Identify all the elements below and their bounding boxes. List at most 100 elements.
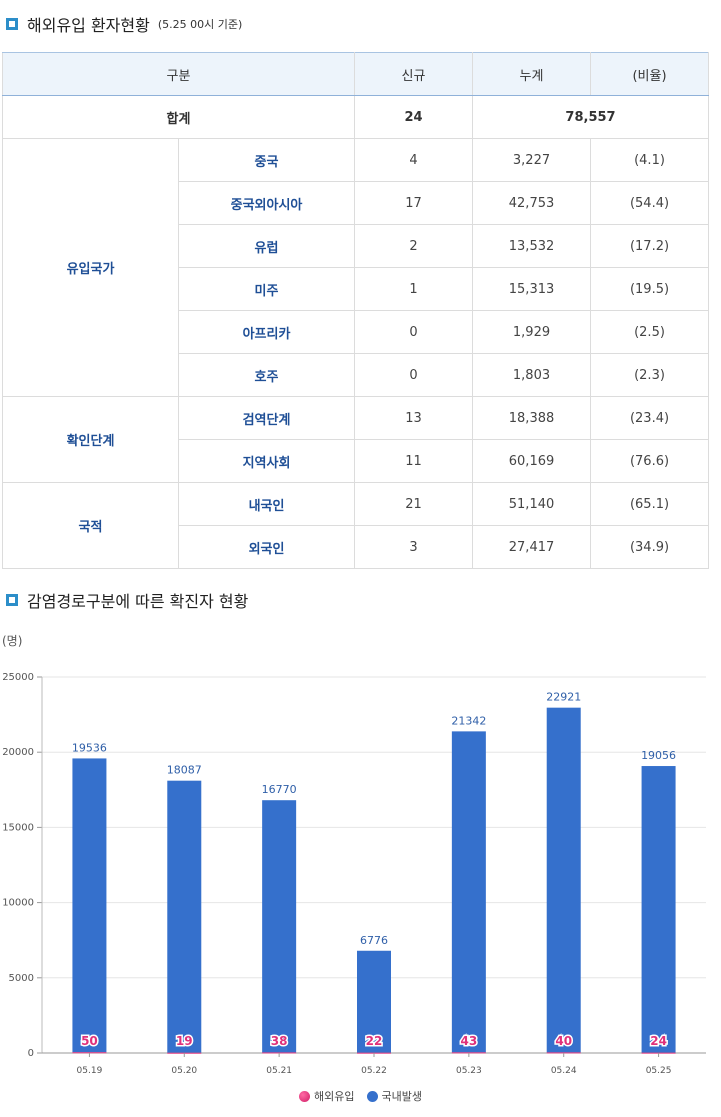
row-cumulative: 13,532 bbox=[472, 224, 592, 268]
row-label: 호주 bbox=[177, 353, 356, 397]
data-label-domestic: 19536 bbox=[72, 741, 107, 754]
table-row: 확인단계 검역단계 13 18,388 (23.4) bbox=[2, 396, 710, 483]
data-label-imported: 43 bbox=[461, 1034, 478, 1048]
square-bullet-icon bbox=[6, 594, 18, 606]
data-label-imported: 38 bbox=[271, 1034, 288, 1048]
data-label-domestic: 16770 bbox=[262, 783, 297, 796]
row-cumulative: 27,417 bbox=[472, 525, 592, 569]
x-tick-label: 05.24 bbox=[551, 1066, 577, 1076]
row-new: 13 bbox=[354, 396, 474, 440]
row-ratio: (2.5) bbox=[590, 310, 710, 354]
row-label: 미주 bbox=[177, 267, 356, 311]
table-row: 호주 0 1,803 (2.3) bbox=[3, 353, 710, 397]
row-label: 유럽 bbox=[177, 224, 356, 268]
square-bullet-icon bbox=[6, 18, 18, 30]
row-new: 21 bbox=[354, 482, 474, 526]
x-tick-label: 05.21 bbox=[266, 1066, 292, 1076]
row-ratio: (65.1) bbox=[590, 482, 710, 526]
row-cumulative: 3,227 bbox=[472, 138, 592, 182]
bar-domestic bbox=[451, 731, 486, 1053]
row-ratio: (76.6) bbox=[590, 439, 710, 483]
row-cumulative: 18,388 bbox=[472, 396, 592, 440]
row-cumulative: 42,753 bbox=[472, 181, 592, 225]
row-label: 지역사회 bbox=[177, 439, 356, 483]
row-new: 2 bbox=[354, 224, 474, 268]
row-new: 1 bbox=[354, 267, 474, 311]
data-label-imported: 22 bbox=[366, 1034, 383, 1048]
data-label-domestic: 19056 bbox=[641, 749, 676, 762]
y-tick-label: 0 bbox=[28, 1048, 34, 1059]
row-new: 3 bbox=[354, 525, 474, 569]
bar-domestic bbox=[72, 758, 107, 1053]
legend-label: 해외유입 bbox=[314, 1090, 355, 1103]
row-label: 중국외아시아 bbox=[177, 181, 356, 225]
row-label: 내국인 bbox=[177, 482, 356, 526]
data-label-imported: 40 bbox=[555, 1034, 572, 1048]
x-tick-label: 05.25 bbox=[646, 1066, 672, 1076]
total-cumulative: 78,557 bbox=[472, 95, 710, 139]
table-row: 지역사회 11 60,169 (76.6) bbox=[3, 439, 710, 483]
y-axis-unit-label: (명) bbox=[2, 634, 22, 648]
section-subtitle: (5.25 00시 기준) bbox=[157, 18, 243, 31]
data-label-domestic: 22921 bbox=[546, 691, 581, 704]
row-ratio: (19.5) bbox=[590, 267, 710, 311]
data-label-domestic: 18087 bbox=[167, 764, 202, 777]
section-title-text: 감염경로구분에 따른 확진자 현황 bbox=[27, 592, 249, 611]
y-tick-label: 20000 bbox=[2, 747, 34, 758]
row-ratio: (54.4) bbox=[590, 181, 710, 225]
row-ratio: (2.3) bbox=[590, 353, 710, 397]
group-label: 유입국가 bbox=[2, 138, 179, 397]
row-ratio: (17.2) bbox=[590, 224, 710, 268]
row-new: 0 bbox=[354, 310, 474, 354]
bar-domestic bbox=[167, 780, 202, 1053]
header-ratio: (비율) bbox=[590, 52, 710, 96]
imported-cases-table: 구분 신규 누계 (비율) 합계 24 78,557 유입국가 중국 4 3,227(… bbox=[1, 52, 710, 569]
row-cumulative: 1,803 bbox=[472, 353, 592, 397]
x-tick-label: 05.22 bbox=[361, 1066, 387, 1076]
row-new: 11 bbox=[354, 439, 474, 483]
bar-domestic bbox=[357, 950, 391, 1053]
y-tick-label: 25000 bbox=[2, 672, 34, 683]
row-new: 17 bbox=[354, 181, 474, 225]
row-ratio: (23.4) bbox=[590, 396, 710, 440]
table-row: 중국외아시아 17 42,753 (54.4) bbox=[3, 181, 710, 225]
row-cumulative: 1,929 bbox=[472, 310, 592, 354]
row-label: 중국 bbox=[177, 138, 356, 182]
row-new: 0 bbox=[354, 353, 474, 397]
row-ratio: (4.1) bbox=[590, 138, 710, 182]
data-label-imported: 50 bbox=[81, 1034, 98, 1048]
header-category: 구분 bbox=[1, 52, 356, 96]
row-label: 검역단계 bbox=[177, 396, 356, 440]
x-tick-label: 05.23 bbox=[456, 1066, 482, 1076]
table-header-row: 구분 신규 누계 (비율) bbox=[1, 52, 710, 96]
total-label: 합계 bbox=[1, 95, 356, 139]
group-label: 국적 bbox=[2, 482, 179, 569]
header-new: 신규 bbox=[354, 52, 474, 96]
table-row: 유럽 2 13,532 (17.2) bbox=[3, 224, 710, 268]
bar-imported bbox=[546, 1052, 581, 1054]
data-label-imported: 24 bbox=[650, 1034, 667, 1048]
bar-domestic bbox=[546, 707, 581, 1053]
chart-legend: 해외유입 국내발생 bbox=[0, 1088, 721, 1104]
bar-domestic bbox=[641, 766, 676, 1053]
row-label: 외국인 bbox=[177, 525, 356, 569]
legend-swatch-icon bbox=[299, 1090, 311, 1102]
row-cumulative: 15,313 bbox=[472, 267, 592, 311]
row-ratio: (34.9) bbox=[590, 525, 710, 569]
x-tick-label: 05.20 bbox=[171, 1066, 197, 1076]
row-cumulative: 60,169 bbox=[472, 439, 592, 483]
total-new: 24 bbox=[354, 95, 474, 139]
bar-imported bbox=[451, 1052, 486, 1054]
legend-label: 국내발생 bbox=[381, 1090, 422, 1103]
data-label-imported: 19 bbox=[176, 1034, 193, 1048]
legend-swatch-icon bbox=[366, 1090, 378, 1102]
bar-imported bbox=[262, 1052, 297, 1054]
row-label: 아프리카 bbox=[177, 310, 356, 354]
table-row: 국적 내국인 21 51,140 (65.1) bbox=[2, 482, 710, 569]
group-label: 확인단계 bbox=[2, 396, 179, 483]
legend-item-imported[interactable]: 해외유입 bbox=[299, 1088, 355, 1104]
data-label-domestic: 21342 bbox=[451, 714, 486, 727]
legend-item-domestic[interactable]: 국내발생 bbox=[366, 1088, 422, 1104]
header-cumulative: 누계 bbox=[472, 52, 592, 96]
data-label-domestic: 6776 bbox=[360, 934, 388, 947]
